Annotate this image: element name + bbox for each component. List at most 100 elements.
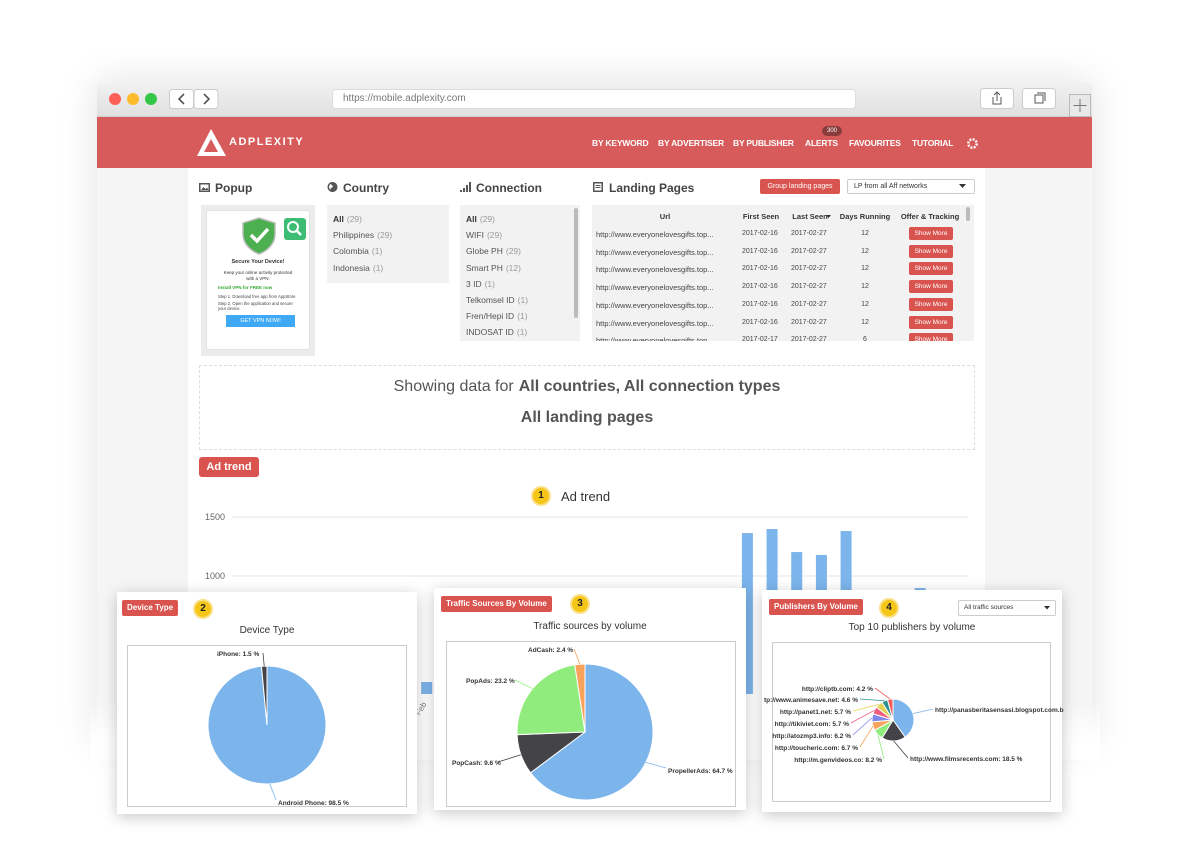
item-name: Telkomsel ID (466, 295, 515, 305)
card-tag[interactable]: Traffic Sources By Volume (441, 596, 552, 612)
lp-url[interactable]: http://www.everyonelovesgifts.top... (596, 336, 714, 341)
ad-headline: Secure Your Device! (231, 259, 285, 265)
lp-last-seen: 2017-02-27 (791, 247, 827, 255)
window-button[interactable] (145, 93, 157, 105)
show-more-button[interactable]: Show More (909, 315, 953, 329)
show-more-button[interactable]: Show More (909, 262, 953, 276)
caret (1044, 606, 1050, 610)
data-label: http://m.genvideos.co: 8.2 % (794, 757, 882, 764)
lp-url[interactable]: http://www.everyonelovesgifts.top... (596, 247, 714, 257)
ad-step2: Step 2. Open the application and secure … (218, 301, 293, 311)
item-count: (29) (479, 214, 495, 224)
nav-link[interactable]: ALERTS (805, 138, 838, 148)
lp-url[interactable]: http://www.everyonelovesgifts.top... (596, 230, 714, 239)
country-item[interactable]: Philippines (29) (333, 230, 392, 240)
show-more-button[interactable]: Show More (909, 280, 953, 294)
nav-link[interactable]: FAVOURITES (849, 138, 901, 148)
settings-icon (967, 138, 978, 149)
lp-days: 12 (861, 230, 869, 237)
connection-item[interactable]: Smart PH (12) (466, 263, 521, 273)
search-glass (287, 221, 299, 233)
country-item[interactable]: Colombia (1) (333, 246, 382, 256)
connection-item[interactable]: All (29) (466, 214, 495, 224)
url-bar[interactable]: https://mobile.adplexity.com (332, 89, 856, 109)
pie-slice (260, 665, 268, 726)
connection-list (460, 205, 580, 341)
connection-title: Connection (476, 181, 542, 195)
connection-item[interactable]: INDOSAT ID (1) (466, 327, 527, 337)
pie-slice (892, 698, 915, 738)
show-more-button[interactable]: Show More (909, 244, 953, 258)
step-badge: 1 (531, 486, 551, 506)
country-item[interactable]: Indonesia (1) (333, 263, 383, 273)
country-title: Country (343, 181, 389, 195)
shield (242, 217, 276, 255)
connection-item[interactable]: Fren/Hepi ID (1) (466, 311, 528, 321)
label-connector (859, 698, 885, 702)
caret (959, 184, 966, 188)
column-header: Url (659, 212, 671, 221)
ad-step1: Step 1. Download free app from AppStore (218, 294, 296, 299)
chart-title: Ad trend (561, 489, 611, 504)
chart-card: Device Type 2 Device Type Android Phone: 98… (117, 592, 417, 814)
connection-item[interactable]: Telkomsel ID (1) (466, 295, 528, 305)
item-count: (1) (516, 327, 528, 338)
data-label: PopAds: 23.2 % (466, 678, 515, 685)
label-connector (262, 652, 265, 667)
tabs-icon (1034, 92, 1046, 104)
summary-line: Showing data for All countries, All conne… (199, 378, 975, 396)
item-count: (29) (377, 230, 393, 241)
logo-text: ADPLEXITY (229, 136, 305, 148)
icon (593, 182, 603, 192)
item-name: Smart PH (466, 262, 503, 273)
data-label: iPhone: 1.5 % (217, 651, 259, 658)
show-more-button[interactable]: Show More (909, 227, 953, 240)
summary-bold: All countries, All connection types (518, 378, 781, 395)
item-name: All (466, 214, 477, 224)
nav-link[interactable]: BY ADVERTISER (658, 138, 724, 148)
group-button[interactable]: Group landing pages (760, 179, 840, 194)
nav-link[interactable]: BY PUBLISHER (733, 138, 794, 148)
lp-days: 6 (863, 336, 867, 341)
nav-link[interactable]: TUTORIAL (912, 138, 954, 148)
item-name: Philippines (333, 230, 375, 241)
app-header (97, 117, 1092, 168)
label-connector (877, 734, 885, 760)
ad-button[interactable]: GET VPN NOW! (226, 315, 295, 327)
pie-slice (574, 663, 586, 733)
data-label: PopCash: 9.6 % (452, 760, 501, 767)
show-more-button[interactable]: Show More (909, 297, 953, 311)
logo-icon (197, 129, 226, 156)
country-item[interactable]: All (29) (333, 214, 362, 224)
alerts-badge: 300 (822, 126, 842, 136)
lp-url[interactable]: http://www.everyonelovesgifts.top... (596, 265, 714, 275)
column-header: First Seen (742, 212, 780, 221)
y-tick-label: 1000 (205, 571, 225, 581)
connection-item[interactable]: 3 ID (1) (466, 279, 495, 289)
summary-box (199, 365, 975, 450)
data-label: http://www.filmsrecents.com: 18.5 % (910, 756, 1023, 763)
lp-url[interactable]: http://www.everyonelovesgifts.top... (596, 300, 714, 310)
window-button[interactable] (109, 93, 121, 105)
summary-line2: All landing pages (520, 409, 654, 426)
lp-select[interactable]: LP from all Aff networks (847, 179, 975, 194)
lp-first-seen: 2017-02-16 (742, 300, 778, 308)
item-count: (1) (371, 246, 383, 257)
search-handle (296, 230, 302, 236)
bar (741, 533, 753, 694)
nav-link[interactable]: BY KEYWORD (592, 138, 649, 148)
connection-item[interactable]: WIFI (29) (466, 230, 502, 240)
sort-icon (826, 215, 831, 218)
item-name: Colombia (333, 246, 369, 257)
show-more-button[interactable]: Show More (909, 333, 953, 341)
lp-url[interactable]: http://www.everyonelovesgifts.top... (596, 283, 714, 293)
summary-prefix: Showing data for (393, 378, 514, 395)
window-button[interactable] (127, 93, 139, 105)
pie-chart: PropellerAds: 64.7 % PopCash: 9.6 % PopAds… (452, 647, 733, 801)
ad-trend-tag[interactable]: Ad trend (199, 457, 259, 477)
card-tag[interactable]: Device Type (122, 600, 179, 616)
card-tag[interactable]: Publishers By Volume (769, 599, 863, 615)
traffic-select[interactable]: All traffic sources (958, 600, 1056, 616)
lp-url[interactable]: http://www.everyonelovesgifts.top... (596, 318, 714, 328)
connection-item[interactable]: Globe PH (29) (466, 246, 521, 256)
